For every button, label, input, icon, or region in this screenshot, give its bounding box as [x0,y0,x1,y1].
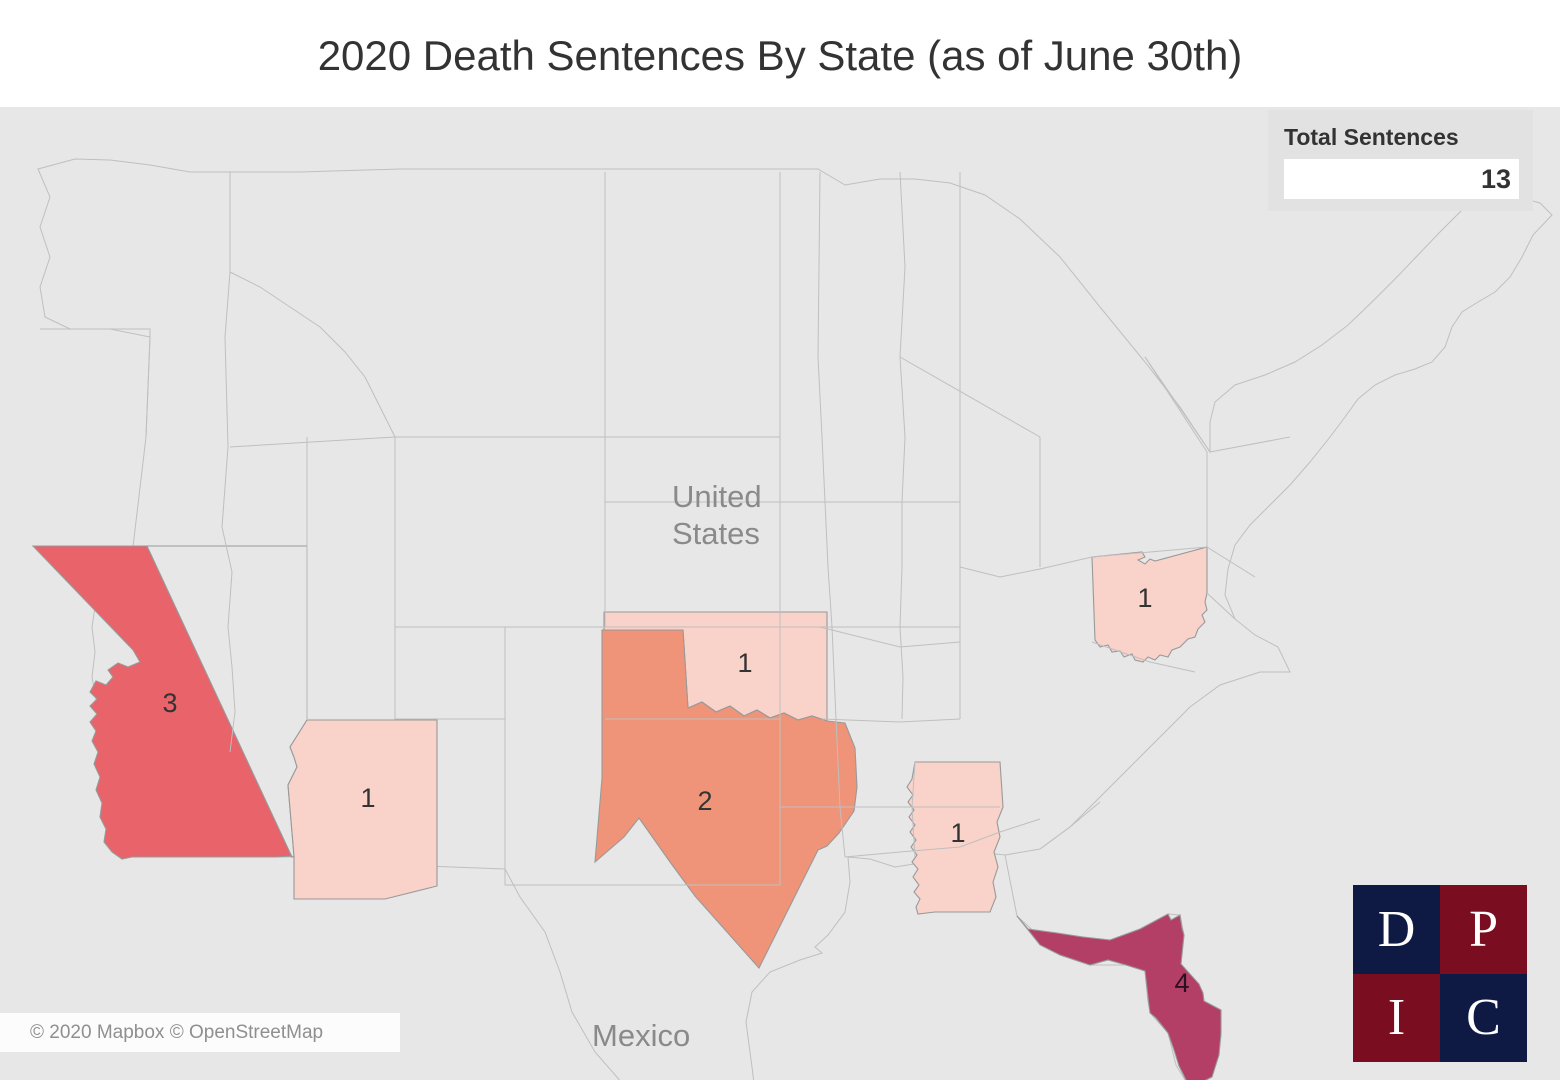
svg-text:States: States [672,516,760,551]
svg-text:1: 1 [1137,583,1152,613]
svg-text:1: 1 [950,818,965,848]
svg-text:1: 1 [737,648,752,678]
svg-text:2: 2 [697,786,712,816]
svg-text:Mexico: Mexico [592,1018,690,1053]
svg-text:1: 1 [360,783,375,813]
svg-text:4: 4 [1174,968,1189,998]
svg-text:3: 3 [162,688,177,718]
svg-text:United: United [672,479,762,514]
